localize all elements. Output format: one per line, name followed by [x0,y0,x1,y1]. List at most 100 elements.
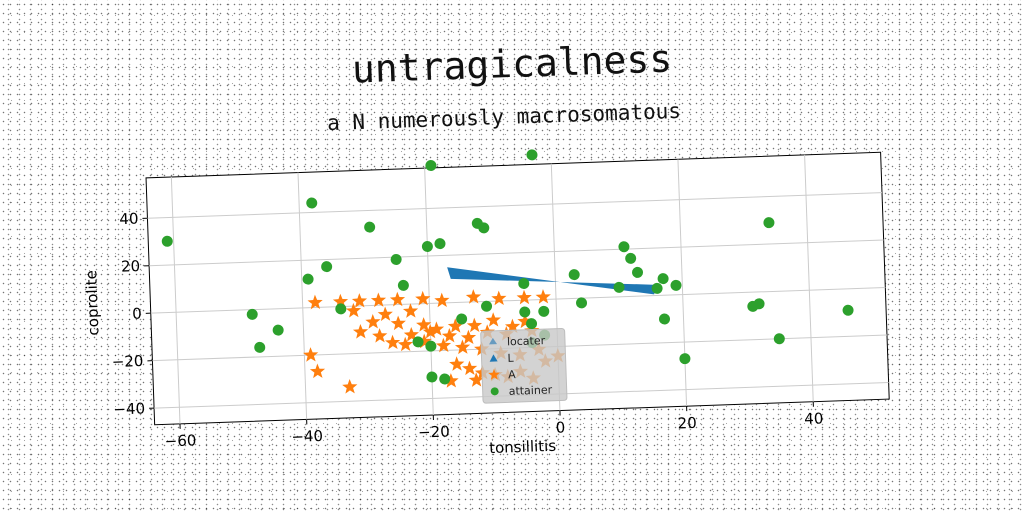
attainer-point [679,353,691,365]
a-point [385,334,401,350]
x-axis-ticks: −60 −40 −20 0 20 40 [164,401,824,450]
x-tick-label: 0 [555,418,565,436]
series-attainer [161,149,854,385]
a-point [443,373,459,388]
a-point [352,323,369,339]
a-point [535,289,551,304]
x-tick-label: −60 [164,431,196,450]
x-tick-label: 20 [677,414,697,433]
y-grid-line [147,192,883,219]
attainer-point [321,261,333,273]
a-point [415,290,431,306]
legend-marker-a [488,368,500,380]
a-point [516,289,532,305]
attainer-point [657,273,669,285]
a-point [351,293,368,308]
attainer-point [439,373,451,385]
y-grid-line [150,287,886,314]
attainer-point [519,306,531,318]
a-point [454,339,471,355]
a-point [434,292,450,308]
legend-marker-locater [489,337,498,345]
y-axis-label: coprolite [82,270,102,336]
a-point [466,317,483,333]
a-point [449,356,465,371]
a-point [372,328,388,343]
attainer-point [306,197,318,209]
legend-box [480,327,568,404]
attainer-point [613,281,625,293]
y-tick-label: 20 [121,257,141,276]
attainer-point [518,278,530,290]
y-grid-line [149,239,884,267]
attainer-point [478,222,490,234]
a-point [390,315,406,331]
attainer-point [481,300,493,312]
a-point [468,372,485,387]
attainer-point [576,297,588,309]
x-tick-label: −20 [418,422,450,441]
x-grid-line [170,176,181,424]
attainer-point [842,304,854,316]
x-grid-line [804,154,814,402]
attainer-point [632,266,644,278]
attainer-point [397,279,409,291]
attainer-point [412,336,424,348]
series-locater [447,267,657,295]
y-tick-label: 0 [132,304,142,322]
attainer-point [618,241,630,253]
attainer-point [426,371,438,383]
attainer-point [421,240,433,252]
attainer-point [659,313,671,325]
a-point [402,303,419,318]
y-tick-label: −20 [111,352,143,371]
attainer-point [272,324,284,336]
a-point [441,327,458,343]
x-tick-label: −40 [291,427,323,446]
attainer-point [651,282,663,294]
attainer-point [254,341,266,353]
attainer-point [246,308,258,320]
a-point [422,323,438,339]
x-axis-label: tonsillitis [489,437,557,457]
a-point [416,317,432,332]
y-tick-label: 40 [119,210,139,229]
a-point [460,329,477,345]
x-grid-line [677,159,688,407]
a-point [397,336,414,352]
a-point [370,292,387,308]
a-point [365,314,381,329]
attainer-point [773,333,785,345]
locater-band [447,267,657,295]
legend-label-a: A [508,368,516,381]
a-point [462,360,478,376]
a-point [307,294,323,310]
attainer-point [425,160,437,172]
a-point [303,347,319,362]
attainer-point [625,252,637,264]
attainer-point [434,238,446,250]
attainer-point [390,253,402,265]
plot-area [145,151,890,426]
attainer-point [753,298,765,310]
a-point [447,318,464,333]
attainer-point [302,273,314,285]
attainer-point [335,303,347,315]
attainer-point [526,318,538,330]
a-point [465,289,482,304]
attainer-point [364,221,376,233]
a-point [491,290,507,306]
a-point [485,312,501,327]
a-point [345,302,362,318]
legend-marker-l [489,354,498,362]
a-point [428,321,445,336]
legend-label-l: L [507,352,514,365]
legend-marker-attainer [490,387,499,396]
attainer-point [670,279,682,291]
a-point [435,337,452,353]
x-tick-label: 40 [804,409,824,428]
a-point [389,291,406,307]
